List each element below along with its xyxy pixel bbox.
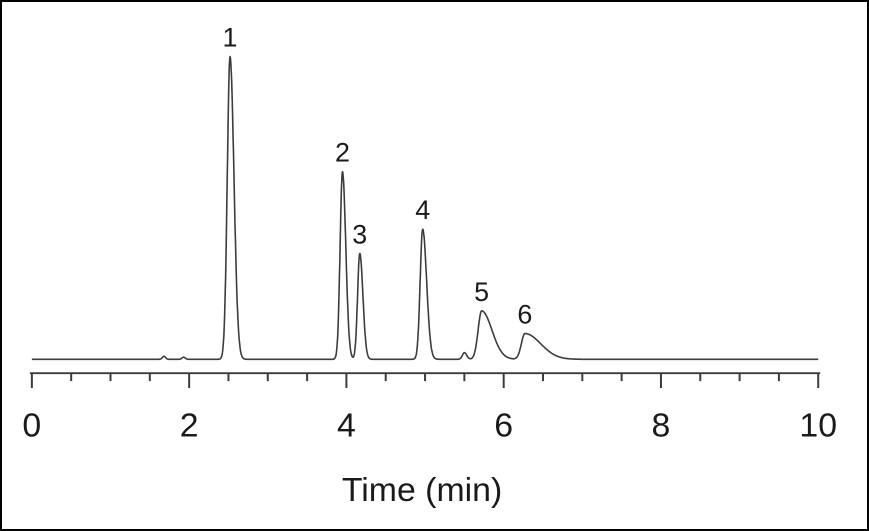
x-tick-label: 4 bbox=[337, 407, 356, 445]
chromatogram-trace bbox=[31, 55, 819, 361]
x-axis-title: Time (min) bbox=[342, 471, 502, 509]
peak-label-1: 1 bbox=[223, 23, 238, 53]
peak-label-5: 5 bbox=[474, 277, 489, 307]
peak-label-2: 2 bbox=[335, 138, 350, 168]
peak-label-6: 6 bbox=[517, 300, 532, 330]
x-tick-label: 8 bbox=[652, 407, 671, 445]
peak-label-4: 4 bbox=[415, 195, 430, 225]
x-tick-label: 6 bbox=[494, 407, 513, 445]
x-tick-label: 10 bbox=[799, 407, 837, 445]
x-tick-label: 0 bbox=[22, 407, 41, 445]
peak-label-3: 3 bbox=[352, 219, 367, 249]
x-tick-label: 2 bbox=[180, 407, 199, 445]
